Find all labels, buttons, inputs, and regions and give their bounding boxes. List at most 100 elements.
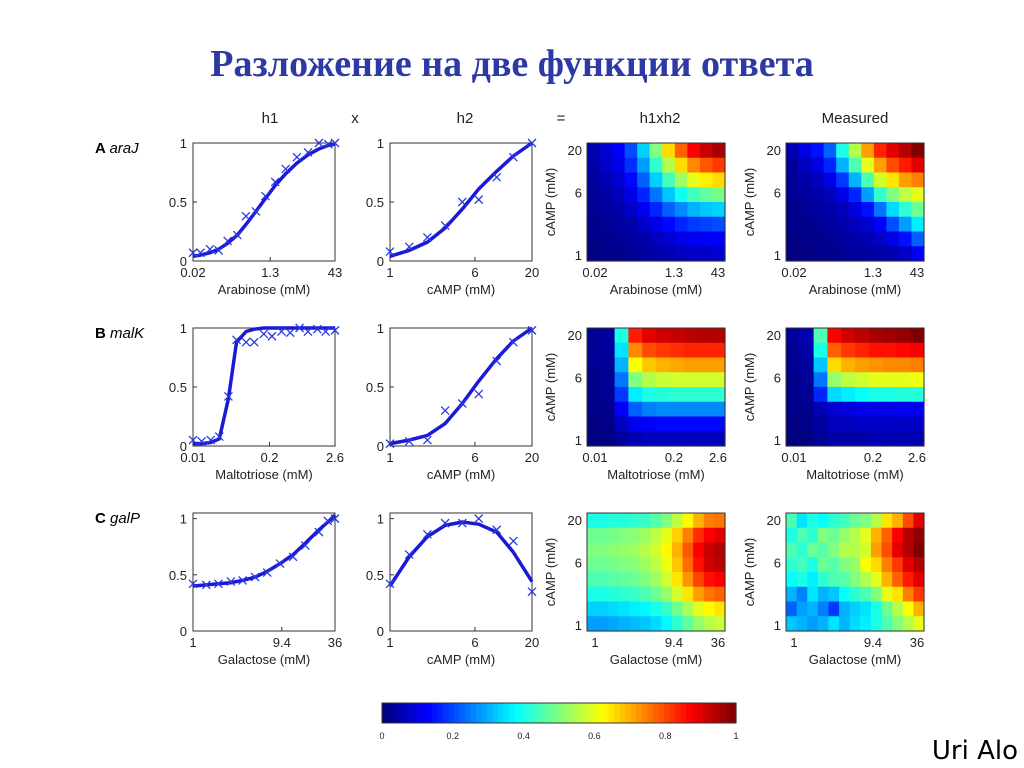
- y-tick-label: 1: [575, 433, 582, 448]
- panel-letter: B: [95, 325, 110, 342]
- heatmap-cell: [697, 401, 712, 418]
- colorbar-cell: [597, 703, 604, 723]
- heatmap-cell: [597, 601, 609, 617]
- heatmap-cell: [799, 387, 815, 403]
- heatmap-cell: [868, 372, 884, 388]
- heatmap-cell: [911, 157, 925, 174]
- slide-title: Разложение на две функции ответа: [210, 43, 814, 85]
- heatmap-cell: [629, 542, 641, 558]
- colorbar-cell: [608, 703, 615, 723]
- heatmap-cell: [913, 586, 925, 603]
- x-tick-label: 0.2: [260, 450, 278, 465]
- plot-h2: 0 0.5 1 1 6 20 cAMP (mM): [366, 512, 539, 667]
- colorbar-cell: [680, 703, 687, 723]
- heatmap-cell: [799, 328, 815, 344]
- heatmap-cell: [817, 513, 830, 529]
- heatmap-cell: [841, 387, 856, 403]
- column-header: =: [557, 110, 566, 127]
- heatmap-cell: [597, 542, 609, 558]
- heatmap-cell: [823, 246, 837, 262]
- data-marker: [250, 572, 260, 582]
- heatmap-cell: [836, 202, 850, 218]
- heatmap-cell: [608, 542, 620, 558]
- heatmap-cell: [712, 157, 726, 174]
- heatmap-cell: [868, 328, 884, 344]
- heatmap-cell: [674, 143, 688, 159]
- heatmap-cell: [827, 387, 842, 403]
- colorbar-cell: [382, 703, 389, 723]
- fit-curve: [192, 142, 336, 259]
- heatmap-cell: [656, 357, 671, 373]
- heatmap-cell: [682, 527, 694, 544]
- plot-frame: [389, 512, 533, 632]
- heatmap-cell: [669, 387, 685, 403]
- heatmap-cell: [687, 143, 701, 159]
- heatmap-cell: [682, 616, 694, 632]
- heatmap-cell: [628, 328, 643, 344]
- heatmap-cell: [798, 231, 812, 247]
- heatmap-cell: [811, 172, 825, 188]
- colorbar-cell: [393, 703, 400, 723]
- heatmap-cell: [629, 572, 641, 588]
- heatmap-cell: [650, 601, 662, 617]
- colorbar: 0 0.2 0.4 0.6 0.8 1: [379, 702, 739, 741]
- heatmap-cell: [786, 246, 800, 262]
- heatmap-cell: [600, 401, 616, 418]
- x-tick-label: 1.3: [864, 265, 882, 280]
- colorbar-cell: [564, 703, 571, 723]
- data-marker: [214, 432, 224, 442]
- heatmap-cell: [861, 157, 875, 174]
- heatmap-cell: [796, 601, 808, 617]
- heatmap-cell: [656, 401, 671, 418]
- heatmap-cell: [697, 431, 712, 447]
- heatmap-cell: [642, 401, 657, 418]
- heatmap-cell: [637, 216, 651, 233]
- heatmap-cell: [855, 342, 870, 359]
- y-tick-label: 20: [568, 328, 582, 343]
- heatmap-measured: 20 6 10.02 1.3 43 Arabinose (mM) cAMP (mM): [742, 142, 925, 297]
- heatmap-cell: [849, 572, 861, 588]
- colorbar-tick-label: 0.2: [447, 731, 460, 741]
- heatmap-cell: [817, 601, 830, 617]
- heatmap-cell: [649, 187, 663, 203]
- heatmap-cell: [587, 557, 599, 573]
- heatmap-cell: [817, 586, 830, 603]
- heatmap-cell: [661, 586, 673, 603]
- heatmap-cell: [823, 216, 837, 233]
- heatmap-cell: [827, 328, 842, 344]
- heatmap-cell: [811, 187, 825, 203]
- heatmap-cell: [873, 172, 887, 188]
- heatmap-cell: [693, 527, 705, 544]
- heatmap-cell: [898, 202, 913, 218]
- data-marker: [527, 325, 537, 335]
- data-marker: [267, 331, 277, 341]
- heatmap-cell: [841, 357, 856, 373]
- heatmap-cell: [640, 513, 652, 529]
- heatmap-cell: [587, 342, 602, 359]
- heatmap-cell: [697, 357, 712, 373]
- heatmap-cell: [911, 187, 925, 203]
- heatmap-cell: [896, 387, 911, 403]
- heatmap-cell: [703, 586, 715, 603]
- heatmap-cell: [902, 557, 914, 573]
- heatmap-cell: [703, 513, 715, 529]
- heatmap-cell: [650, 542, 662, 558]
- heatmap-cell: [711, 357, 726, 373]
- plot-frame: [586, 142, 726, 262]
- data-marker: [440, 406, 450, 416]
- y-tick-label: 0.5: [169, 568, 187, 583]
- heatmap-cell: [597, 572, 609, 588]
- heatmap-cell: [671, 513, 684, 529]
- heatmap-cell: [683, 431, 698, 447]
- y-tick-label: 0: [180, 254, 187, 269]
- heatmap-cell: [624, 216, 638, 233]
- heatmap-cell: [786, 572, 798, 588]
- heatmap-cell: [848, 172, 862, 188]
- y-tick-label: 0: [377, 254, 384, 269]
- heatmap-cell: [886, 172, 900, 188]
- heatmap-cell: [714, 513, 726, 529]
- heatmap-cell: [848, 216, 862, 233]
- x-tick-label: 36: [711, 635, 725, 650]
- y-tick-label: 1: [180, 136, 187, 151]
